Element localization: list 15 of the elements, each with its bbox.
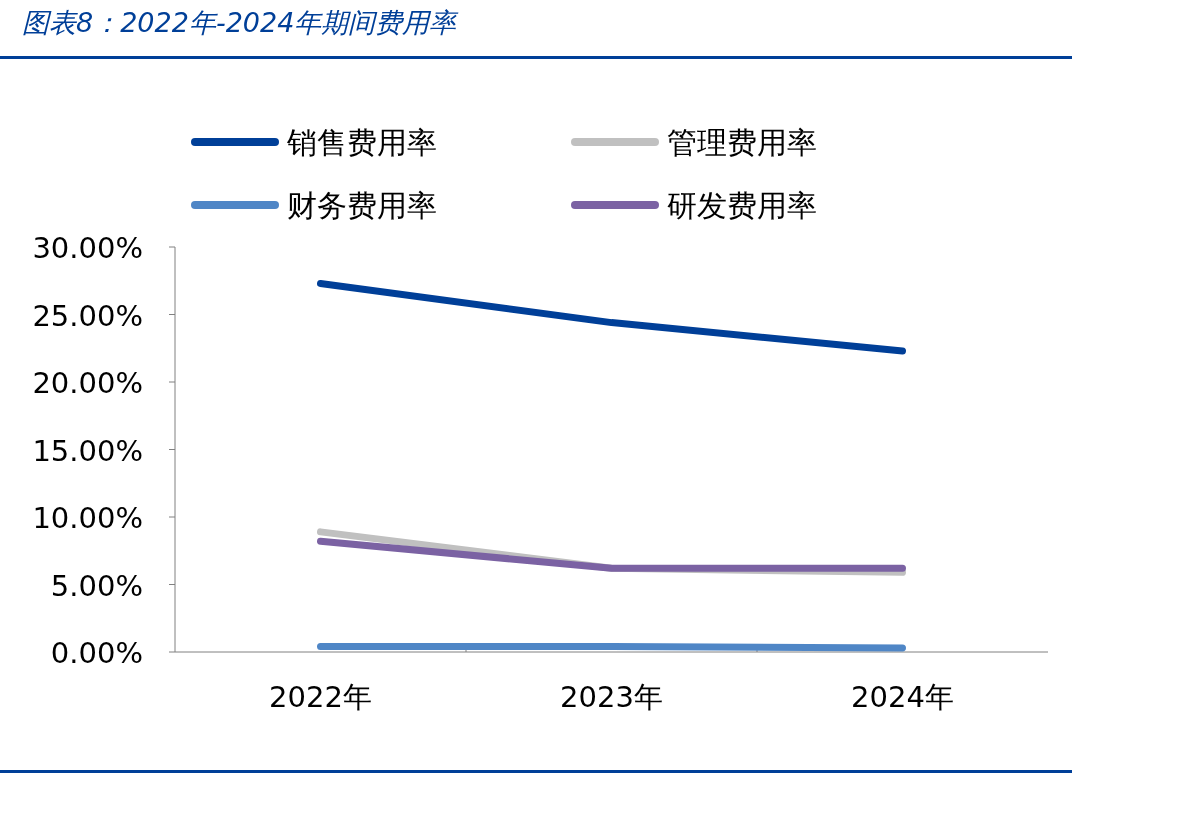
- legend-label: 财务费用率: [287, 188, 437, 223]
- y-tick-label: 20.00%: [32, 366, 143, 400]
- y-tick-label: 25.00%: [32, 298, 143, 333]
- x-tick-label: 2023年: [560, 680, 663, 714]
- y-tick-label: 10.00%: [32, 501, 143, 535]
- x-tick-label: 2022年: [269, 680, 372, 714]
- legend-label: 销售费用率: [286, 125, 437, 160]
- legend-label: 管理费用率: [667, 125, 817, 160]
- x-tick-label: 2024年: [851, 680, 954, 714]
- y-tick-label: 30.00%: [32, 231, 143, 265]
- y-tick-label: 5.00%: [50, 568, 143, 603]
- chart-title: 图表8：2022年-2024年期间费用率: [22, 7, 460, 38]
- legend-label: 研发费用率: [667, 188, 817, 223]
- y-tick-label: 0.00%: [50, 636, 143, 670]
- y-tick-label: 15.00%: [32, 433, 143, 468]
